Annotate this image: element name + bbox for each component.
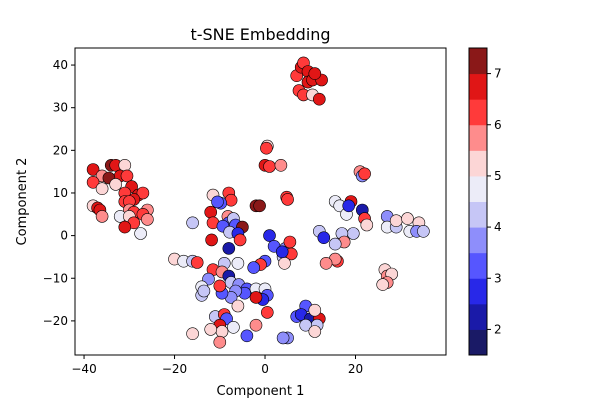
colorbar-tick-label: 6 [494,118,502,132]
scatter-point [222,242,236,255]
colorbar-tick-label: 4 [494,220,502,234]
scatter-point [233,233,247,247]
scatter-point [86,176,100,189]
x-axis-label: Component 1 [217,384,305,399]
scatter-point [213,279,227,293]
y-tick-label: 40 [53,58,68,72]
scatter-point [231,299,245,313]
y-tick-label: −10 [43,271,68,285]
scatter-point [276,331,290,345]
scatter-point [360,218,374,232]
colorbar-segment [469,124,487,151]
scatter-point [215,325,229,338]
scatter-point [186,216,199,230]
scatter-point [283,235,297,249]
scatter-point [86,163,100,176]
scatter-point [204,205,217,219]
colorbar: 2 3 4 5 6 7 [468,47,502,356]
colorbar-segment [469,73,487,100]
scatter-point [417,225,430,238]
chart-title: t-SNE Embedding [190,25,330,44]
colorbar-segment [469,48,487,75]
scatter-point [274,159,288,172]
scatter-point [136,186,150,200]
colorbar-tick-label: 3 [494,271,502,285]
scatter-point [263,160,276,173]
scatter-point [260,306,274,319]
scatter-point [346,227,360,240]
y-tick-label: 10 [53,186,68,200]
scatter-point [281,193,294,206]
scatter-point [275,245,289,259]
scatter-point [317,231,331,244]
scatter-point [211,195,224,209]
scatter-point [213,335,227,349]
colorbar-segment [469,201,487,228]
scatter-point [278,256,291,270]
scatter-point [247,261,260,274]
colorbar-tick-label: 5 [494,169,502,183]
scatter-point [120,169,134,183]
colorbar-segment [469,150,487,177]
scatter-point [118,159,132,172]
colorbar-frame [468,47,488,356]
y-tick-label: 0 [60,229,68,243]
scatter-point [134,227,147,240]
scatter-point [204,323,217,336]
plot-area [86,56,430,349]
colorbar-segment [469,227,487,254]
scatter-point [224,193,238,207]
scatter-point [95,210,109,223]
y-tick-label: 30 [53,101,68,115]
scatter-point [205,233,218,247]
scatter-point [190,256,204,269]
scatter-point [197,284,211,298]
scatter-point [308,325,322,338]
plot-frame [74,47,447,356]
colorbar-segment [469,175,487,202]
x-tick-label: 0 [261,362,269,376]
scatter-point [358,167,371,181]
scatter-point [227,320,240,334]
y-axis: −20 −10 0 10 20 30 40 [43,58,75,328]
scatter-point [299,318,313,332]
scatter-point [249,318,263,332]
colorbar-segment [469,252,487,279]
x-tick-label: −20 [162,362,187,376]
scatter-point [260,141,273,155]
colorbar-segment [469,278,487,305]
scatter-point [249,291,263,304]
scatter-point [376,278,390,291]
x-axis: −40 −20 0 20 [71,355,363,376]
x-tick-label: 20 [348,362,363,376]
scatter-point [308,303,322,317]
colorbar-segment [469,99,487,126]
scatter-point [231,256,245,270]
scatter-point [141,213,154,226]
y-axis-label: Component 2 [15,158,30,246]
scatter-point [319,256,333,270]
y-tick-label: 20 [53,143,68,157]
scatter-point [95,182,109,195]
scatter-point [342,199,356,213]
scatter-point [308,67,322,80]
scatter-point [389,214,403,227]
scatter-point [186,327,199,341]
colorbar-tick-label: 2 [494,322,502,336]
x-tick-label: −40 [71,362,96,376]
scatter-point [253,199,266,213]
colorbar-segment [469,329,487,356]
scatter-point [312,92,326,106]
colorbar-segment [469,303,487,330]
scatter-point [328,237,342,251]
colorbar-tick-label: 7 [494,67,502,81]
scatter-point [263,229,276,242]
scatter-point [118,220,132,234]
scatter-point [240,329,254,343]
scatter-point [401,212,414,225]
y-tick-label: −20 [43,314,68,328]
scatter-point [109,178,122,191]
